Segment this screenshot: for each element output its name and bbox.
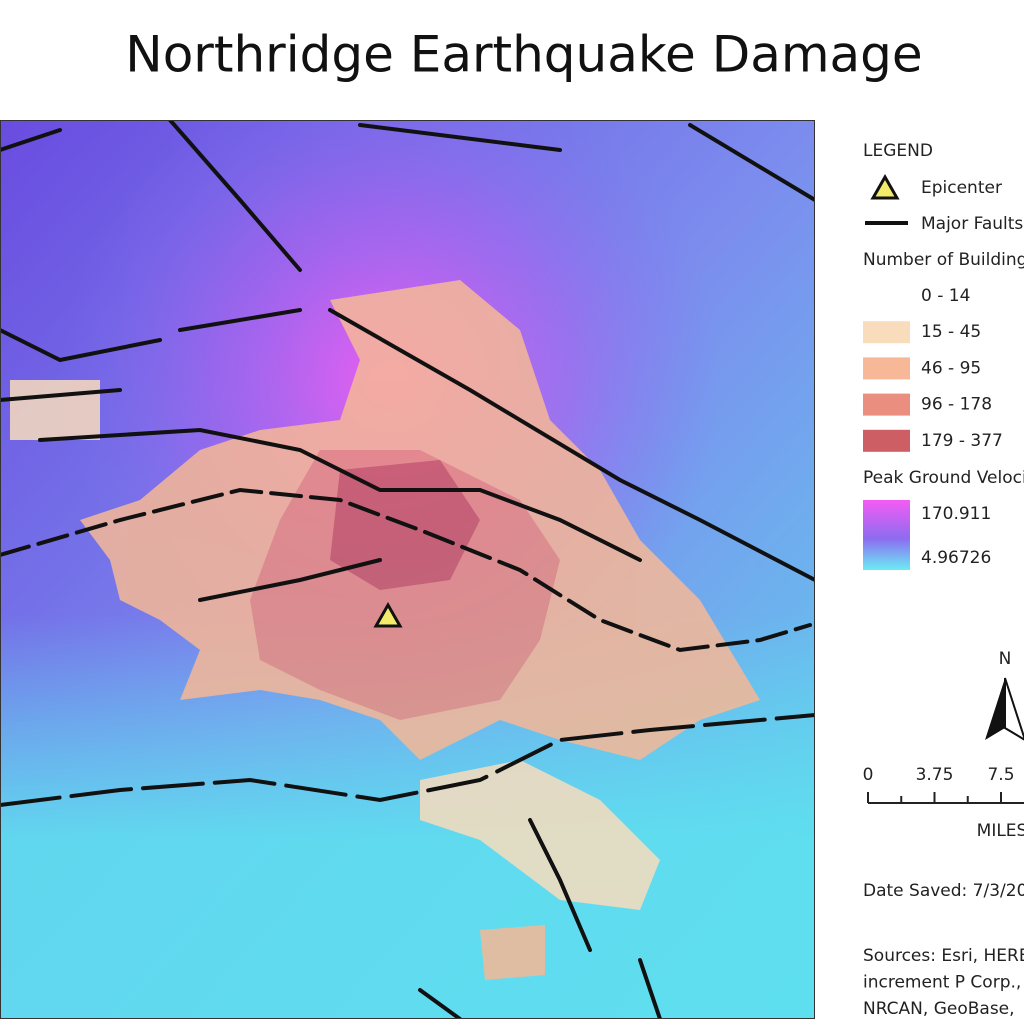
pgv-high: 170.911: [921, 504, 991, 524]
scale-unit: MILES: [977, 821, 1024, 841]
class-swatch: [863, 429, 910, 452]
pgv-low: 4.96726: [921, 548, 991, 568]
map-frame: [0, 120, 815, 1019]
class-label: 15 - 45: [921, 322, 981, 342]
source-line: Sources: Esri, HERE: [863, 946, 1024, 966]
north-label: N: [999, 649, 1012, 669]
scale-tick-label: 3.75: [916, 765, 954, 785]
source-line: NRCAN, GeoBase,: [863, 999, 1015, 1019]
damage-areas: [10, 280, 760, 980]
epicenter-marker: [373, 601, 403, 628]
legend-heading: LEGEND: [863, 141, 933, 161]
scale-tick-label: 0: [863, 765, 874, 785]
legend-faults: Major Faults: [921, 214, 1023, 234]
class-swatch: [863, 357, 910, 380]
north-arrow: [985, 678, 1005, 740]
class-label: 179 - 377: [921, 431, 1003, 451]
scale-bar: MILES 0 3.75 7.5: [863, 765, 1024, 841]
class-label: 96 - 178: [921, 395, 992, 415]
epicenter-symbol: [870, 173, 900, 200]
class-swatch: [863, 393, 910, 416]
legend-epicenter: Epicenter: [921, 178, 1002, 198]
major-faults: [0, 120, 815, 1019]
class-swatch: [863, 321, 910, 344]
scale-tick-label: 7.5: [987, 765, 1014, 785]
class-label: 0 - 14: [921, 286, 970, 306]
pgv-heading: Peak Ground Veloci: [863, 468, 1024, 488]
pgv-ramp: [863, 500, 910, 570]
class-label: 46 - 95: [921, 358, 981, 378]
date-saved: Date Saved: 7/3/20: [863, 881, 1024, 901]
north-arrow: [1004, 677, 1024, 741]
source-line: increment P Corp., C: [863, 973, 1024, 993]
sources: Sources: Esri, HERE increment P Corp., C N…: [863, 946, 1024, 1019]
class-swatch: [863, 285, 910, 307]
legend: LEGEND Epicenter Major Faults Number of …: [863, 141, 1024, 570]
buildings-heading: Number of Building: [863, 250, 1024, 270]
map-title: Northridge Earthquake Damage: [125, 26, 922, 84]
